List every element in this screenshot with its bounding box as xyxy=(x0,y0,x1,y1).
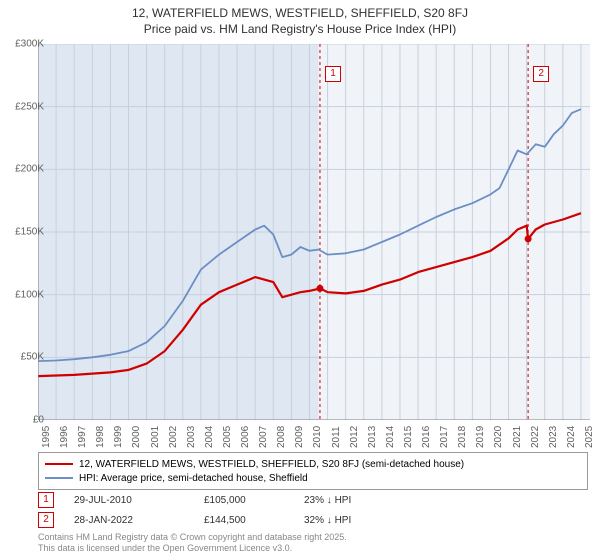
legend-row: HPI: Average price, semi-detached house,… xyxy=(45,471,581,485)
x-axis-label: 2013 xyxy=(367,426,378,448)
title-line1: 12, WATERFIELD MEWS, WESTFIELD, SHEFFIEL… xyxy=(0,6,600,22)
chart-title: 12, WATERFIELD MEWS, WESTFIELD, SHEFFIEL… xyxy=(0,0,600,37)
x-axis-label: 2016 xyxy=(421,426,432,448)
x-axis-label: 2022 xyxy=(530,426,541,448)
marker-badge: 2 xyxy=(38,512,54,528)
x-axis-label: 2021 xyxy=(512,426,523,448)
y-axis-label: £100K xyxy=(15,289,44,300)
legend-swatch xyxy=(45,463,73,465)
x-axis-label: 2015 xyxy=(403,426,414,448)
x-axis-label: 2004 xyxy=(204,426,215,448)
legend-row: 12, WATERFIELD MEWS, WESTFIELD, SHEFFIEL… xyxy=(45,457,581,471)
y-axis-label: £150K xyxy=(15,227,44,238)
chart-area xyxy=(38,44,590,420)
marker-badge: 1 xyxy=(38,492,54,508)
chart-svg xyxy=(38,44,590,420)
x-axis-label: 1999 xyxy=(113,426,124,448)
x-axis-label: 2019 xyxy=(475,426,486,448)
y-axis-label: £300K xyxy=(15,39,44,50)
legend-label: HPI: Average price, semi-detached house,… xyxy=(79,473,308,484)
x-axis-label: 1995 xyxy=(41,426,52,448)
x-axis-label: 2014 xyxy=(385,426,396,448)
y-axis-label: £200K xyxy=(15,164,44,175)
x-axis-label: 2002 xyxy=(168,426,179,448)
sale-price: £144,500 xyxy=(204,515,304,526)
sale-price: £105,000 xyxy=(204,495,304,506)
x-axis-label: 2000 xyxy=(131,426,142,448)
x-axis-label: 2005 xyxy=(222,426,233,448)
legend-label: 12, WATERFIELD MEWS, WESTFIELD, SHEFFIEL… xyxy=(79,459,464,470)
y-axis-label: £0 xyxy=(33,415,44,426)
sales-row: 1 29-JUL-2010 £105,000 23% ↓ HPI xyxy=(38,490,404,510)
sale-pct: 23% ↓ HPI xyxy=(304,495,404,506)
x-axis-label: 2024 xyxy=(566,426,577,448)
x-axis-label: 2012 xyxy=(349,426,360,448)
y-axis-label: £50K xyxy=(21,352,44,363)
x-axis-label: 2018 xyxy=(457,426,468,448)
x-axis-label: 2006 xyxy=(240,426,251,448)
marker-badge: 2 xyxy=(533,66,549,82)
marker-badge: 1 xyxy=(325,66,341,82)
sales-row: 2 28-JAN-2022 £144,500 32% ↓ HPI xyxy=(38,510,404,530)
x-axis-label: 2001 xyxy=(150,426,161,448)
sale-date: 28-JAN-2022 xyxy=(74,515,204,526)
x-axis-label: 2025 xyxy=(584,426,595,448)
x-axis-label: 2008 xyxy=(276,426,287,448)
y-axis-label: £250K xyxy=(15,101,44,112)
footer-line1: Contains HM Land Registry data © Crown c… xyxy=(38,532,347,543)
x-axis-label: 2017 xyxy=(439,426,450,448)
legend: 12, WATERFIELD MEWS, WESTFIELD, SHEFFIEL… xyxy=(38,452,588,490)
sales-table: 1 29-JUL-2010 £105,000 23% ↓ HPI 2 28-JA… xyxy=(38,490,404,530)
sale-date: 29-JUL-2010 xyxy=(74,495,204,506)
x-axis-label: 1997 xyxy=(77,426,88,448)
footer: Contains HM Land Registry data © Crown c… xyxy=(38,532,347,554)
title-line2: Price paid vs. HM Land Registry's House … xyxy=(0,22,600,38)
x-axis-label: 2023 xyxy=(548,426,559,448)
x-axis-label: 2009 xyxy=(294,426,305,448)
x-axis-label: 2011 xyxy=(331,426,342,448)
legend-swatch xyxy=(45,477,73,479)
x-axis-label: 2020 xyxy=(493,426,504,448)
x-axis-label: 2010 xyxy=(312,426,323,448)
x-axis-label: 1996 xyxy=(59,426,70,448)
sale-pct: 32% ↓ HPI xyxy=(304,515,404,526)
x-axis-label: 1998 xyxy=(95,426,106,448)
x-axis-label: 2003 xyxy=(186,426,197,448)
x-axis-label: 2007 xyxy=(258,426,269,448)
footer-line2: This data is licensed under the Open Gov… xyxy=(38,543,347,554)
